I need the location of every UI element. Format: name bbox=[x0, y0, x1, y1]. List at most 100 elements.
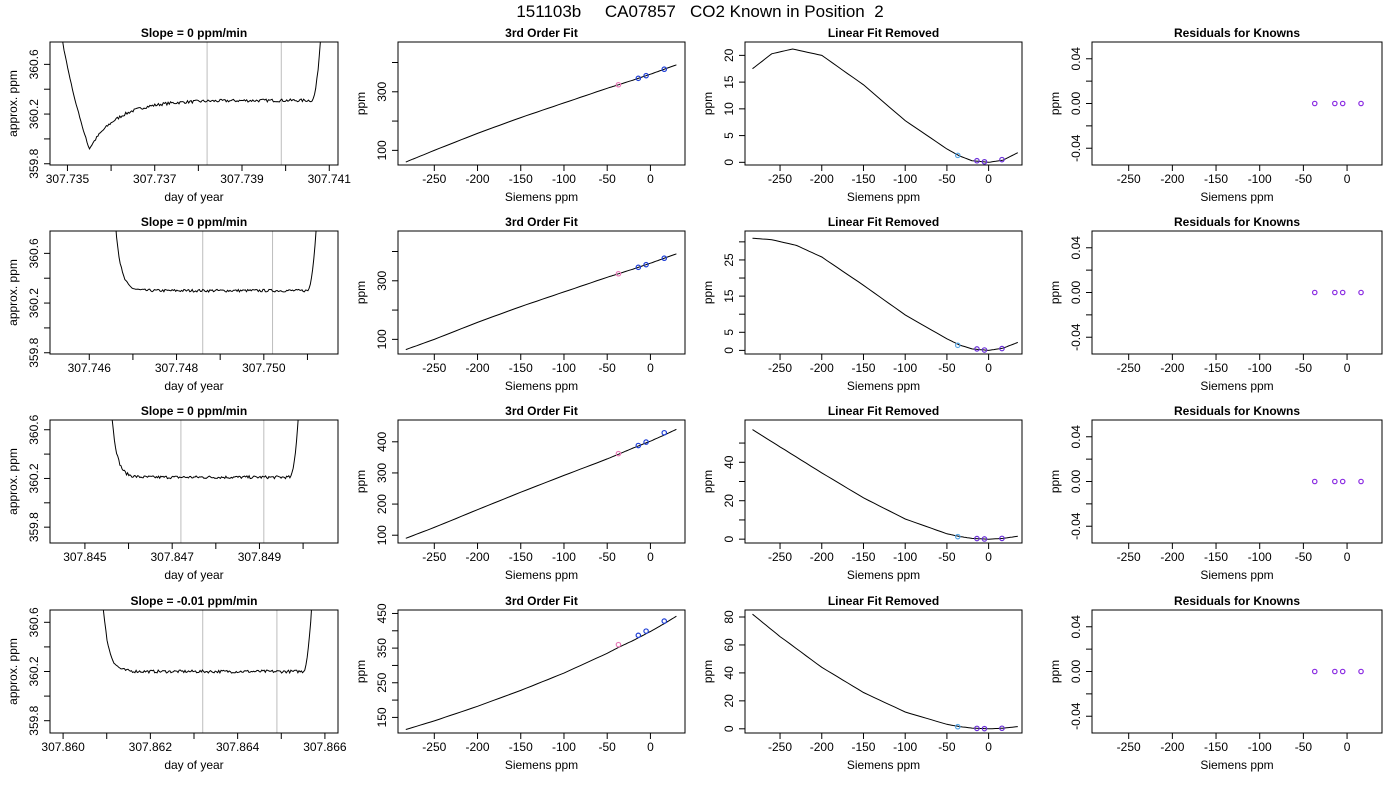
analyzer-trace bbox=[111, 420, 299, 480]
x-tick-label: -200 bbox=[810, 550, 834, 564]
x-tick-label: -50 bbox=[938, 740, 956, 754]
plot-frame bbox=[1091, 609, 1383, 734]
y-axis-label: ppm bbox=[354, 92, 368, 115]
y-axis-label: approx. ppm bbox=[6, 448, 20, 515]
data-point bbox=[981, 725, 988, 732]
data-point bbox=[1311, 289, 1318, 296]
panel-title: Residuals for Knowns bbox=[1174, 404, 1300, 418]
x-axis-label: Siemens ppm bbox=[847, 758, 920, 772]
y-tick-label: 100 bbox=[375, 329, 389, 349]
x-axis-label: Siemens ppm bbox=[1200, 758, 1273, 772]
panel-1-3: Linear Fit Removed Siemens ppm ppm -250 -200… bbox=[701, 26, 1023, 204]
y-axis-label: approx. ppm bbox=[6, 70, 20, 137]
x-tick-label: -50 bbox=[938, 172, 956, 186]
plot-area bbox=[405, 64, 677, 163]
fit-curve bbox=[752, 237, 1018, 351]
panel-title: 3rd Order Fit bbox=[505, 404, 578, 418]
y-tick-label: 0.00 bbox=[1069, 469, 1083, 493]
data-point bbox=[1311, 668, 1318, 675]
plot-area bbox=[405, 253, 677, 351]
y-tick-label: 40 bbox=[722, 455, 736, 469]
plot-area bbox=[752, 237, 1018, 353]
fit-curve bbox=[752, 613, 1018, 730]
data-point bbox=[974, 157, 980, 164]
y-tick-label: 0 bbox=[722, 159, 736, 166]
plot-frame bbox=[1091, 41, 1383, 166]
analyzer-trace bbox=[62, 42, 321, 151]
panel-title: Linear Fit Removed bbox=[828, 404, 939, 418]
data-point bbox=[635, 632, 642, 639]
y-tick-label: 360.2 bbox=[27, 99, 41, 129]
panel-title: 3rd Order Fit bbox=[505, 594, 578, 608]
x-tick-label: -250 bbox=[768, 550, 792, 564]
y-tick-label: 5 bbox=[722, 329, 736, 336]
plot-area bbox=[405, 428, 677, 539]
analyzer-trace bbox=[115, 231, 317, 293]
y-tick-label: 20 bbox=[722, 694, 736, 708]
y-tick-label: 40 bbox=[722, 666, 736, 680]
data-point bbox=[974, 535, 980, 542]
fit-curve bbox=[405, 615, 677, 730]
x-tick-label: 307.750 bbox=[242, 361, 286, 375]
y-axis-label: ppm bbox=[1048, 92, 1062, 115]
x-tick-label: 0 bbox=[1344, 361, 1351, 375]
y-tick-label: 25 bbox=[722, 253, 736, 267]
data-point bbox=[1311, 100, 1318, 107]
x-tick-label: -250 bbox=[768, 361, 792, 375]
x-tick-label: -150 bbox=[851, 361, 875, 375]
x-tick-label: 307.741 bbox=[308, 172, 352, 186]
x-tick-label: -150 bbox=[509, 550, 533, 564]
y-tick-label: 0.04 bbox=[1069, 236, 1083, 260]
panel-title: Residuals for Knowns bbox=[1174, 26, 1300, 40]
x-tick-label: 0 bbox=[1344, 740, 1351, 754]
y-tick-label: 450 bbox=[375, 603, 389, 623]
x-tick-label: 307.748 bbox=[155, 361, 199, 375]
x-tick-label: -50 bbox=[938, 361, 956, 375]
data-point bbox=[999, 156, 1005, 163]
data-point bbox=[615, 270, 622, 277]
plot-frame bbox=[397, 230, 686, 355]
x-axis-label: Siemens ppm bbox=[505, 379, 578, 393]
plot-area bbox=[111, 420, 299, 543]
data-point bbox=[615, 81, 622, 88]
y-tick-label: 360.2 bbox=[27, 463, 41, 493]
y-tick-label: 100 bbox=[375, 140, 389, 160]
x-tick-label: -200 bbox=[1160, 361, 1184, 375]
data-point bbox=[981, 347, 988, 353]
x-axis-label: Siemens ppm bbox=[505, 190, 578, 204]
x-tick-label: 307.862 bbox=[129, 740, 173, 754]
fit-curve bbox=[405, 428, 677, 539]
y-tick-label: 359.8 bbox=[27, 705, 41, 735]
y-tick-label: -0.04 bbox=[1069, 134, 1083, 162]
y-axis-label: ppm bbox=[1048, 660, 1062, 683]
data-point bbox=[1339, 100, 1346, 107]
x-tick-label: -250 bbox=[1117, 172, 1141, 186]
panel-3-2: 3rd Order Fit Siemens ppm ppm -250 -200 -150 -… bbox=[354, 404, 686, 582]
y-tick-label: 200 bbox=[375, 494, 389, 514]
x-tick-label: -250 bbox=[422, 172, 446, 186]
x-tick-label: 0 bbox=[985, 550, 992, 564]
y-tick-label: 150 bbox=[375, 707, 389, 727]
data-point bbox=[635, 442, 642, 449]
x-tick-label: -50 bbox=[599, 550, 617, 564]
y-axis-label: ppm bbox=[354, 281, 368, 304]
x-tick-label: -250 bbox=[422, 361, 446, 375]
data-point bbox=[1339, 289, 1346, 296]
x-tick-label: -150 bbox=[1204, 361, 1228, 375]
plot-frame bbox=[49, 41, 339, 166]
data-point bbox=[661, 66, 668, 73]
panel-3-1: Slope = 0 ppm/min day of year approx. ppm 3… bbox=[6, 404, 339, 582]
data-point bbox=[999, 345, 1005, 352]
y-tick-label: 80 bbox=[722, 610, 736, 624]
data-point bbox=[954, 533, 961, 540]
data-point bbox=[643, 439, 649, 445]
x-tick-label: -50 bbox=[599, 172, 617, 186]
plot-frame bbox=[397, 419, 686, 544]
y-axis-label: ppm bbox=[354, 470, 368, 493]
data-point bbox=[615, 450, 622, 457]
y-tick-label: 20 bbox=[722, 494, 736, 508]
y-tick-label: 0 bbox=[722, 347, 736, 354]
x-tick-label: -250 bbox=[768, 740, 792, 754]
x-tick-label: -200 bbox=[810, 740, 834, 754]
